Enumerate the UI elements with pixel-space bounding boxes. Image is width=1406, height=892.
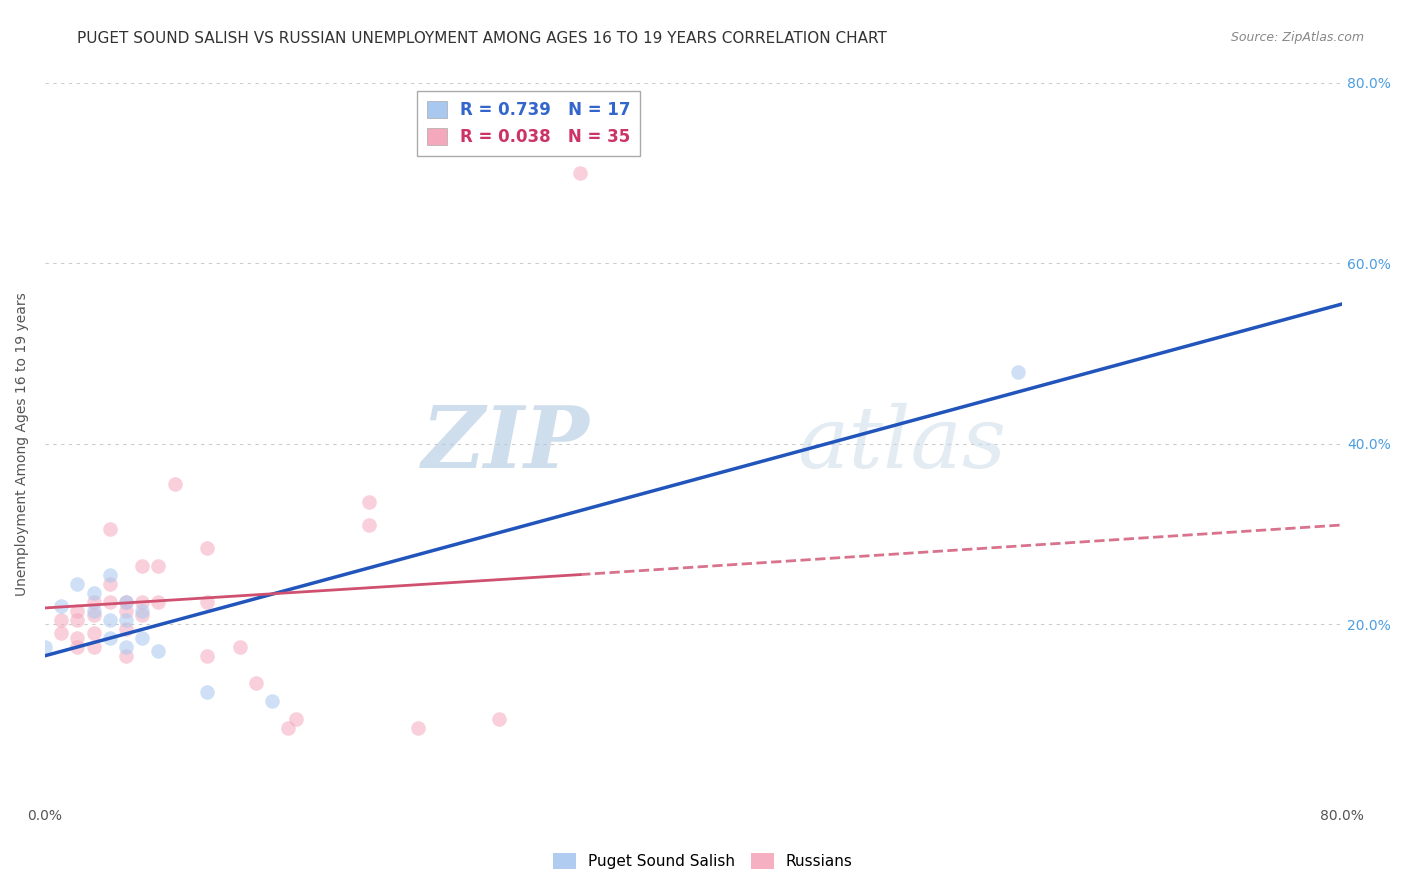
Y-axis label: Unemployment Among Ages 16 to 19 years: Unemployment Among Ages 16 to 19 years <box>15 292 30 596</box>
Point <box>83 604 105 618</box>
Point <box>98 594 121 608</box>
Text: Source: ZipAtlas.com: Source: ZipAtlas.com <box>1230 31 1364 45</box>
Point <box>1007 365 1029 379</box>
Point <box>359 518 381 533</box>
Legend: R = 0.739   N = 17, R = 0.038   N = 35: R = 0.739 N = 17, R = 0.038 N = 35 <box>416 91 640 156</box>
Point <box>66 604 89 618</box>
Point <box>115 594 138 608</box>
Point <box>285 712 308 726</box>
Point <box>83 626 105 640</box>
Point <box>148 594 170 608</box>
Point <box>195 541 218 555</box>
Legend: Puget Sound Salish, Russians: Puget Sound Salish, Russians <box>547 847 859 875</box>
Point <box>195 594 218 608</box>
Point <box>115 613 138 627</box>
Point <box>488 712 510 726</box>
Point <box>228 640 250 654</box>
Text: ZIP: ZIP <box>422 402 591 485</box>
Point <box>131 604 153 618</box>
Point <box>66 640 89 654</box>
Point <box>51 599 73 614</box>
Point <box>148 644 170 658</box>
Point <box>195 685 218 699</box>
Point <box>359 495 381 509</box>
Point <box>51 626 73 640</box>
Text: PUGET SOUND SALISH VS RUSSIAN UNEMPLOYMENT AMONG AGES 16 TO 19 YEARS CORRELATION: PUGET SOUND SALISH VS RUSSIAN UNEMPLOYME… <box>77 31 887 46</box>
Point <box>34 640 56 654</box>
Point <box>115 604 138 618</box>
Point <box>115 594 138 608</box>
Point <box>115 640 138 654</box>
Point <box>98 523 121 537</box>
Point <box>260 694 283 708</box>
Point <box>277 721 299 735</box>
Point <box>83 585 105 599</box>
Point <box>83 594 105 608</box>
Point <box>569 166 592 180</box>
Point <box>245 676 267 690</box>
Point <box>115 648 138 663</box>
Point <box>83 608 105 623</box>
Point <box>98 567 121 582</box>
Point <box>131 631 153 645</box>
Point <box>51 613 73 627</box>
Point <box>66 576 89 591</box>
Point <box>115 622 138 636</box>
Point <box>131 608 153 623</box>
Point <box>148 558 170 573</box>
Text: atlas: atlas <box>797 402 1007 485</box>
Point <box>131 594 153 608</box>
Point <box>406 721 429 735</box>
Point <box>83 640 105 654</box>
Point <box>131 558 153 573</box>
Point <box>195 648 218 663</box>
Point <box>98 631 121 645</box>
Point <box>66 613 89 627</box>
Point <box>98 576 121 591</box>
Point <box>98 613 121 627</box>
Point <box>66 631 89 645</box>
Point <box>163 477 186 491</box>
